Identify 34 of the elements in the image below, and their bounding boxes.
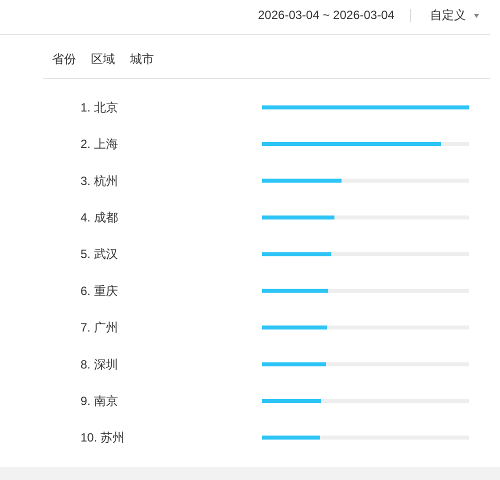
bar [331, 252, 469, 256]
y-tick-label: 3. 杭州 [80, 174, 118, 188]
y-tick-label: 8. 深圳 [80, 357, 118, 372]
bar [262, 215, 334, 220]
bar [441, 142, 469, 146]
y-tick-label: 6. 重庆 [80, 284, 118, 298]
bar [334, 215, 469, 220]
text: 省份 [52, 51, 76, 67]
bar [320, 436, 469, 440]
bar [328, 288, 469, 293]
y-tick-label: 10. 苏州 [80, 430, 125, 445]
y-tick-label: 2. 上海 [80, 137, 118, 152]
bar [262, 252, 332, 256]
bar [262, 142, 442, 146]
y-tick-label: 9. 南京 [80, 394, 118, 408]
bar [262, 362, 326, 366]
y-tick-label: 5. 武汉 [80, 247, 118, 262]
bar [326, 362, 469, 366]
bar [342, 178, 469, 183]
bar [262, 436, 320, 440]
text: 区域 [91, 51, 115, 67]
y-tick-label: 7. 广州 [80, 320, 118, 335]
bar [262, 326, 328, 330]
bar [327, 326, 469, 330]
bar [262, 178, 342, 183]
y-tick-label: 1. 北京 [80, 100, 118, 114]
text: 2026-03-04 ~ 2026-03-04 [258, 7, 394, 23]
text: 城市 [130, 51, 154, 67]
y-tick-label: 4. 成都 [80, 210, 118, 224]
text: 自定义 [430, 7, 466, 23]
bar [262, 288, 328, 293]
bar [262, 105, 469, 110]
bar [262, 398, 321, 403]
bar [320, 398, 469, 403]
